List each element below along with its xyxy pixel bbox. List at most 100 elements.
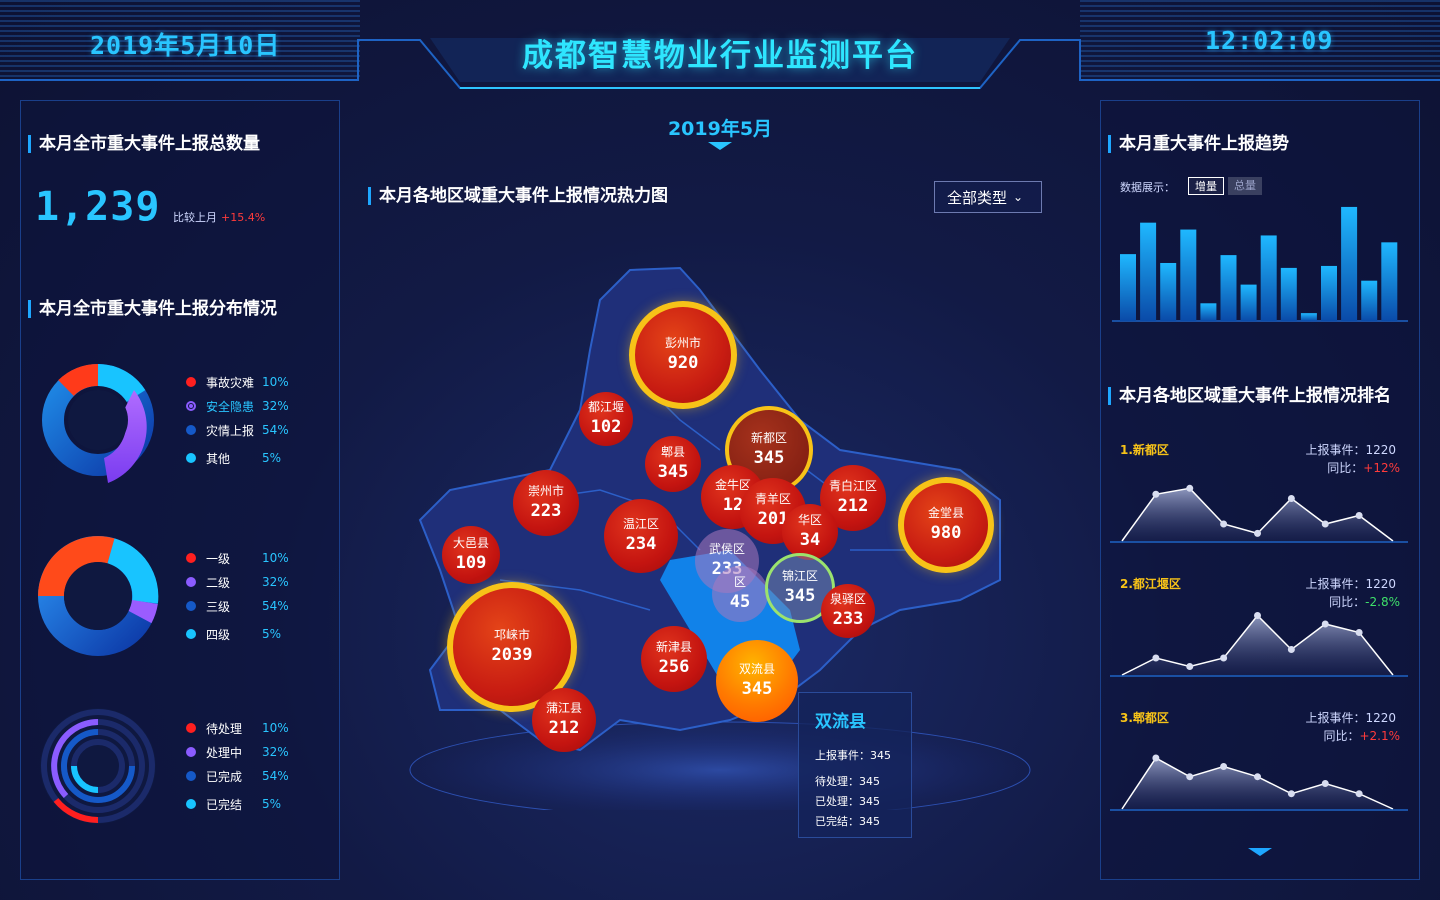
status-ring-chart — [40, 708, 156, 824]
bubble-name: 金堂县 — [927, 506, 964, 520]
legend-item: 待处理 10% — [186, 716, 306, 740]
trend-bar — [1280, 267, 1297, 321]
rank-name: 1.新都区 — [1120, 443, 1169, 457]
legend-dot — [186, 453, 196, 463]
trend-bar — [1120, 254, 1136, 321]
bubble-longquanyi[interactable]: 泉驿区 233 — [821, 584, 875, 638]
bubble-value: 980 — [930, 523, 962, 543]
legend-name: 处理中 — [206, 745, 243, 760]
tab-increment[interactable]: 增量 — [1188, 177, 1224, 195]
scroll-down-icon[interactable] — [1248, 848, 1272, 856]
bubble-value: 233 — [832, 609, 864, 629]
legend-dot — [186, 771, 196, 781]
rank-report: 上报事件：1220 — [1305, 577, 1396, 591]
rank-area-chart — [1110, 754, 1408, 811]
bubble-district[interactable]: 区 45 — [712, 566, 768, 622]
rank-point — [1254, 529, 1261, 537]
bubble-pengzhou[interactable]: 彭州市 920 — [629, 301, 737, 409]
total-events-value: 1,239 — [35, 184, 161, 230]
legend-dot — [186, 601, 196, 611]
legend-item: 灾情上报 54% — [186, 418, 306, 442]
rank-point — [1254, 612, 1261, 619]
tab-total[interactable]: 总量 — [1228, 177, 1262, 195]
rank-report: 上报事件：1220 — [1305, 711, 1396, 725]
trend-bar — [1220, 255, 1237, 321]
category-donut-chart — [42, 364, 154, 483]
bubble-dayi[interactable]: 大邑县 109 — [442, 526, 500, 584]
trend-bar — [1381, 242, 1398, 321]
bubble-shuangliu[interactable]: 双流县 345 — [716, 640, 798, 722]
ring-processing — [51, 719, 99, 799]
bubble-xinjin[interactable]: 新津县 256 — [641, 626, 707, 692]
bubble-wenjiang[interactable]: 温江区 234 — [604, 499, 678, 573]
tooltip-closed: 已完结：345 — [815, 815, 880, 828]
rank-area-chart — [1110, 612, 1408, 677]
rank-area — [1122, 758, 1393, 809]
trend-bar — [1321, 265, 1337, 321]
rank-point — [1152, 490, 1160, 498]
rank-point — [1254, 773, 1261, 781]
distribution-title: 本月全市重大事件上报分布情况 — [28, 300, 277, 318]
legend-dot — [186, 553, 196, 563]
legend-item: 已完结 5% — [186, 792, 306, 816]
bubble-value: 45 — [729, 592, 751, 612]
legend-name: 二级 — [206, 575, 231, 590]
legend-item: 已完成 54% — [186, 764, 306, 788]
rank-point — [1186, 663, 1194, 670]
donut1-segment-accident — [58, 364, 99, 397]
ring-pending — [53, 798, 99, 824]
month-compare: 比较上月 +15.4% — [173, 209, 265, 225]
bubble-value: 345 — [741, 679, 773, 699]
bubble-pixian[interactable]: 郫县 345 — [645, 436, 701, 492]
rank-point — [1321, 780, 1329, 787]
bubble-chenghua[interactable]: 华区 34 — [782, 504, 838, 560]
bubble-name: 武侯区 — [708, 542, 745, 556]
bubble-value: 102 — [590, 417, 622, 437]
bubble-name: 彭州市 — [664, 336, 701, 350]
donut2-segment-level2 — [128, 599, 158, 624]
bubble-name: 区 — [733, 575, 746, 589]
header: 2019年5月10日 成都智慧物业行业监测平台 12:02:09 — [0, 0, 1440, 95]
bubble-name: 新都区 — [750, 431, 787, 445]
rank-yoy-value: +12% — [1363, 461, 1400, 475]
legend-name: 安全隐患 — [206, 399, 255, 414]
bubble-value: 345 — [784, 586, 816, 606]
chevron-down-icon: ⌄ — [1013, 190, 1024, 204]
bubble-value: 109 — [455, 553, 487, 573]
legend-item: 其他 5% — [186, 446, 306, 470]
legend-pct: 10% — [262, 721, 289, 735]
rank-yoy-value: +2.1% — [1359, 729, 1400, 743]
bubble-jintang[interactable]: 金堂县 980 — [898, 477, 994, 573]
ranking-item[interactable]: 1.新都区 上报事件：1220 同比：+12% — [1110, 441, 1410, 571]
ring-completed — [61, 729, 135, 803]
trend-bar — [1160, 262, 1177, 321]
rank-point — [1186, 484, 1194, 492]
legend-item: 处理中 32% — [186, 740, 306, 764]
ranking-item[interactable]: 2.都江堰区 上报事件：1220 同比：-2.8% — [1110, 575, 1410, 705]
tooltip-processed: 已处理：345 — [815, 795, 880, 808]
rank-yoy-value: -2.8% — [1365, 595, 1400, 609]
bubble-name: 郫县 — [660, 445, 685, 459]
legend-item: 事故灾难 10% — [186, 370, 306, 394]
legend-name: 灾情上报 — [206, 423, 255, 438]
month-caret-icon[interactable] — [708, 142, 732, 150]
rank-point — [1287, 646, 1295, 653]
bubble-dujiangyan[interactable]: 都江堰 102 — [579, 392, 633, 446]
rank-yoy: 同比：+12% — [1327, 459, 1400, 476]
bubble-chongzhou[interactable]: 崇州市 223 — [513, 470, 579, 536]
bubble-pujiang[interactable]: 蒲江县 212 — [532, 688, 596, 752]
ranking-item[interactable]: 3.郫都区 上报事件：1220 同比：+2.1% — [1110, 709, 1410, 839]
rank-point — [1321, 620, 1329, 628]
legend-name: 一级 — [206, 551, 231, 566]
rank-area — [1122, 488, 1393, 541]
rank-point — [1287, 495, 1295, 502]
trend-bar — [1200, 303, 1217, 321]
bubble-name: 蒲江县 — [545, 701, 582, 715]
legend-name: 四级 — [206, 627, 231, 642]
bubble-value: 34 — [799, 530, 821, 550]
type-select[interactable]: 全部类型 ⌄ — [934, 181, 1042, 213]
month-selector[interactable]: 2019年5月 — [667, 118, 773, 140]
bubble-value: 256 — [658, 657, 690, 677]
legend-item: 一级 10% — [186, 546, 306, 570]
header-decor-right — [1080, 0, 1440, 80]
